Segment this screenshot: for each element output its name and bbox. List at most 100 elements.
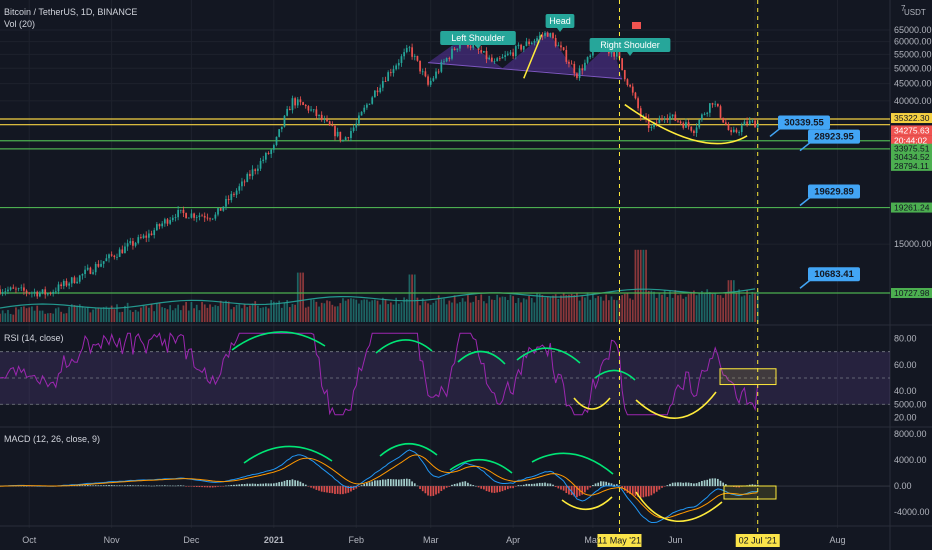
- volume-bar: [307, 306, 310, 322]
- candle-body: [706, 112, 709, 114]
- volume-bar: [185, 301, 187, 322]
- right-shoulder-label-bg: [589, 38, 671, 52]
- macd-histogram-bar: [102, 485, 105, 487]
- volume-bar: [639, 249, 642, 322]
- macd-histogram-bar: [514, 486, 517, 487]
- volume-bar: [39, 310, 41, 322]
- volume-bar: [145, 305, 148, 322]
- macd-histogram-bar: [76, 485, 78, 487]
- candle-body: [453, 48, 456, 51]
- rsi-axis-tick: 40.00: [894, 386, 917, 396]
- candle-body: [28, 292, 31, 294]
- macd-histogram-bar: [706, 479, 709, 487]
- candle-body: [352, 127, 355, 132]
- level-tag-bg: [891, 151, 932, 162]
- candle-body: [459, 43, 461, 49]
- macd-histogram-bar: [509, 486, 512, 489]
- candle-body: [366, 104, 368, 108]
- macd-histogram-bar: [530, 483, 533, 487]
- volume-bar: [230, 309, 233, 322]
- volume-bar: [504, 296, 507, 322]
- macd-axis-tick: 4000.00: [894, 455, 927, 465]
- volume-bar: [592, 294, 594, 322]
- volume-bar: [655, 297, 658, 322]
- macd-histogram-bar: [89, 485, 92, 487]
- volume-bar: [629, 298, 631, 322]
- volume-bar: [623, 293, 626, 322]
- candle-body: [716, 103, 719, 107]
- candle-body: [376, 90, 379, 93]
- volume-bar: [421, 298, 424, 322]
- macd-histogram-bar: [217, 486, 219, 487]
- candle-body: [525, 41, 528, 46]
- volume-bar: [12, 314, 15, 322]
- candle-body: [272, 145, 275, 150]
- macd-histogram-bar: [315, 486, 318, 490]
- left-shoulder-label-text: Left Shoulder: [451, 33, 505, 43]
- candle-body: [490, 57, 493, 62]
- volume-bar: [179, 310, 182, 322]
- candle-body: [54, 291, 57, 293]
- price-callout-bg: [778, 115, 830, 130]
- macd-histogram-bar: [241, 484, 243, 487]
- candle-body: [73, 277, 76, 284]
- volume-bar: [509, 294, 512, 322]
- macd-histogram-bar: [709, 478, 711, 487]
- candle-body: [714, 103, 717, 105]
- macd-histogram-bar: [751, 484, 754, 487]
- volume-bar: [352, 298, 355, 322]
- candle-body: [687, 122, 690, 127]
- candle-body: [735, 129, 738, 133]
- candle-body: [97, 263, 100, 267]
- price-callout-pointer: [799, 142, 811, 152]
- candle-body: [328, 121, 331, 126]
- macd-histogram-bar: [105, 485, 108, 487]
- volume-bar: [514, 303, 517, 322]
- macd-histogram-bar: [682, 482, 685, 487]
- candle-body: [722, 117, 725, 123]
- macd-histogram-bar: [716, 478, 719, 487]
- volume-bar: [291, 303, 294, 322]
- time-axis-tick: May: [584, 535, 602, 545]
- candle-body: [171, 217, 174, 221]
- volume-bar: [219, 300, 222, 322]
- candle-body: [469, 46, 472, 48]
- volume-bar: [81, 306, 84, 322]
- level-tag: 19261.24: [891, 202, 932, 213]
- candle-body: [214, 214, 217, 219]
- macd-histogram-bar: [443, 486, 445, 490]
- candle-body: [709, 103, 711, 113]
- volume-bar: [440, 299, 443, 322]
- candle-body: [698, 119, 701, 128]
- volume-bar: [754, 293, 756, 322]
- volume-bar: [464, 301, 467, 322]
- volume-bar: [679, 294, 682, 322]
- volume-bar: [690, 291, 693, 322]
- macd-histogram-bar: [663, 486, 666, 487]
- macd-histogram-bar: [126, 485, 129, 487]
- volume-bar: [251, 303, 254, 322]
- volume-bar: [389, 302, 392, 322]
- candle-body: [647, 118, 650, 128]
- macd-histogram-bar: [615, 484, 618, 487]
- macd-histogram-bar: [589, 486, 592, 488]
- candle-body: [685, 122, 687, 128]
- volume-bar: [732, 280, 735, 322]
- candle-body: [283, 115, 286, 127]
- macd-histogram-bar: [653, 486, 655, 494]
- volume-bar: [347, 299, 350, 322]
- candle-body: [9, 287, 12, 290]
- volume-bar: [605, 294, 608, 322]
- time-axis-tick: Nov: [104, 535, 121, 545]
- volume-bar: [166, 309, 169, 322]
- volume-bar: [57, 307, 60, 322]
- macd-histogram-bar: [661, 486, 663, 488]
- volume-bar: [565, 295, 568, 322]
- volume-bar: [129, 310, 132, 322]
- candle-body: [7, 289, 9, 292]
- current-price-tag-bg: [891, 125, 932, 136]
- volume-bar: [746, 289, 748, 322]
- volume-bar: [278, 300, 281, 322]
- candle-body: [520, 44, 522, 50]
